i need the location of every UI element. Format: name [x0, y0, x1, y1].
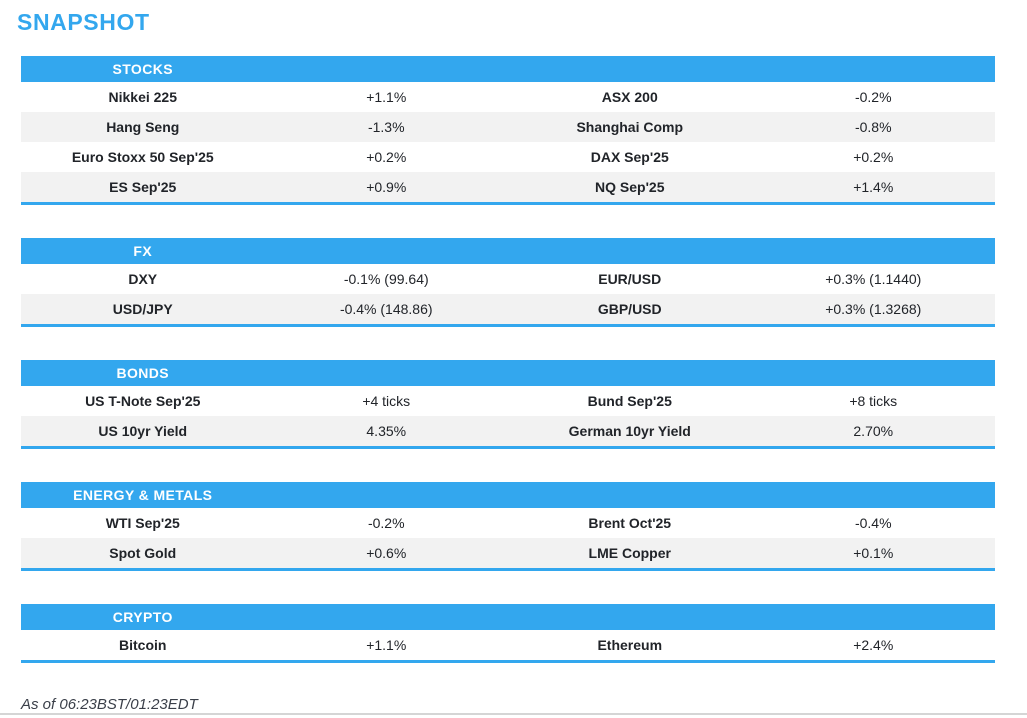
market-table: US T-Note Sep'25 +4 ticks Bund Sep'25 +8… [21, 386, 995, 446]
instrument-value: -0.4% [854, 515, 892, 531]
table-row: WTI Sep'25 -0.2% Brent Oct'25 -0.4% [21, 508, 995, 538]
instrument-value: +1.1% [366, 89, 407, 105]
market-table: DXY -0.1% (99.64) EUR/USD +0.3% (1.1440)… [21, 264, 995, 324]
table-row: Euro Stoxx 50 Sep'25 +0.2% DAX Sep'25 +0… [21, 142, 995, 172]
instrument-value: -0.1% (99.64) [343, 271, 429, 287]
instrument-value: 4.35% [366, 423, 407, 439]
section-title: ENERGY & METALS [73, 487, 213, 503]
instrument-name: Euro Stoxx 50 Sep'25 [71, 149, 214, 165]
tables-wrap: STOCKS Nikkei 225 +1.1% ASX 200 -0.2% Ha… [21, 56, 995, 663]
instrument-value: +0.6% [366, 545, 407, 561]
table-row: USD/JPY -0.4% (148.86) GBP/USD +0.3% (1.… [21, 294, 995, 324]
instrument-value: -1.3% [367, 119, 405, 135]
market-table: Nikkei 225 +1.1% ASX 200 -0.2% Hang Seng… [21, 82, 995, 202]
instrument-name: DXY [128, 271, 158, 287]
instrument-name: EUR/USD [598, 271, 662, 287]
section-energy-metals: ENERGY & METALS WTI Sep'25 -0.2% Brent O… [21, 482, 995, 571]
section-header-bar: BONDS [21, 360, 995, 386]
instrument-value: +0.2% [366, 149, 407, 165]
instrument-value: +0.9% [366, 179, 407, 195]
instrument-value: +2.4% [853, 637, 894, 653]
table-row: ES Sep'25 +0.9% NQ Sep'25 +1.4% [21, 172, 995, 202]
instrument-name: ASX 200 [601, 89, 658, 105]
instrument-name: LME Copper [588, 545, 671, 561]
instrument-name: Bitcoin [119, 637, 167, 653]
table-row: Nikkei 225 +1.1% ASX 200 -0.2% [21, 82, 995, 112]
instrument-name: Hang Seng [106, 119, 180, 135]
table-row: US T-Note Sep'25 +4 ticks Bund Sep'25 +8… [21, 386, 995, 416]
page-title: SNAPSHOT [17, 9, 150, 35]
instrument-name: US T-Note Sep'25 [85, 393, 201, 409]
instrument-name: WTI Sep'25 [105, 515, 180, 531]
instrument-name: German 10yr Yield [568, 423, 691, 439]
section-header-bar: FX [21, 238, 995, 264]
section-stocks: STOCKS Nikkei 225 +1.1% ASX 200 -0.2% Ha… [21, 56, 995, 205]
instrument-name: NQ Sep'25 [595, 179, 665, 195]
market-table: Bitcoin +1.1% Ethereum +2.4% [21, 630, 995, 660]
section-header-bar: STOCKS [21, 56, 995, 82]
instrument-value: +1.4% [853, 179, 894, 195]
instrument-name: ES Sep'25 [109, 179, 177, 195]
instrument-name: Spot Gold [109, 545, 177, 561]
section-title: STOCKS [112, 61, 173, 77]
section-title: BONDS [116, 365, 170, 381]
instrument-value: -0.2% [367, 515, 405, 531]
instrument-name: GBP/USD [597, 301, 662, 317]
instrument-name: Bund Sep'25 [587, 393, 672, 409]
instrument-name: DAX Sep'25 [590, 149, 669, 165]
instrument-name: USD/JPY [112, 301, 173, 317]
instrument-name: Nikkei 225 [108, 89, 178, 105]
instrument-name: Ethereum [597, 637, 663, 653]
table-row: Bitcoin +1.1% Ethereum +2.4% [21, 630, 995, 660]
table-row: Spot Gold +0.6% LME Copper +0.1% [21, 538, 995, 568]
instrument-value: 2.70% [853, 423, 894, 439]
instrument-value: +0.2% [853, 149, 894, 165]
instrument-value: +0.3% (1.3268) [825, 301, 922, 317]
instrument-value: +8 ticks [849, 393, 898, 409]
table-row: US 10yr Yield 4.35% German 10yr Yield 2.… [21, 416, 995, 446]
section-title: CRYPTO [112, 609, 173, 625]
instrument-value: +0.3% (1.1440) [825, 271, 922, 287]
instrument-name: Brent Oct'25 [588, 515, 672, 531]
table-row: Hang Seng -1.3% Shanghai Comp -0.8% [21, 112, 995, 142]
timestamp-note: As of 06:23BST/01:23EDT [21, 696, 198, 713]
table-row: DXY -0.1% (99.64) EUR/USD +0.3% (1.1440) [21, 264, 995, 294]
instrument-value: +0.1% [853, 545, 894, 561]
section-title: FX [133, 243, 153, 259]
instrument-value: -0.8% [854, 119, 892, 135]
instrument-value: -0.4% (148.86) [339, 301, 433, 317]
instrument-value: +4 ticks [362, 393, 411, 409]
instrument-value: -0.2% [854, 89, 892, 105]
instrument-name: US 10yr Yield [98, 423, 188, 439]
instrument-value: +1.1% [366, 637, 407, 653]
section-bonds: BONDS US T-Note Sep'25 +4 ticks Bund Sep… [21, 360, 995, 449]
section-crypto: CRYPTO Bitcoin +1.1% Ethereum +2.4% [21, 604, 995, 663]
market-table: WTI Sep'25 -0.2% Brent Oct'25 -0.4% Spot… [21, 508, 995, 568]
page-bottom-divider [0, 713, 1027, 715]
instrument-name: Shanghai Comp [576, 119, 684, 135]
section-fx: FX DXY -0.1% (99.64) EUR/USD +0.3% (1.14… [21, 238, 995, 327]
section-header-bar: CRYPTO [21, 604, 995, 630]
section-header-bar: ENERGY & METALS [21, 482, 995, 508]
